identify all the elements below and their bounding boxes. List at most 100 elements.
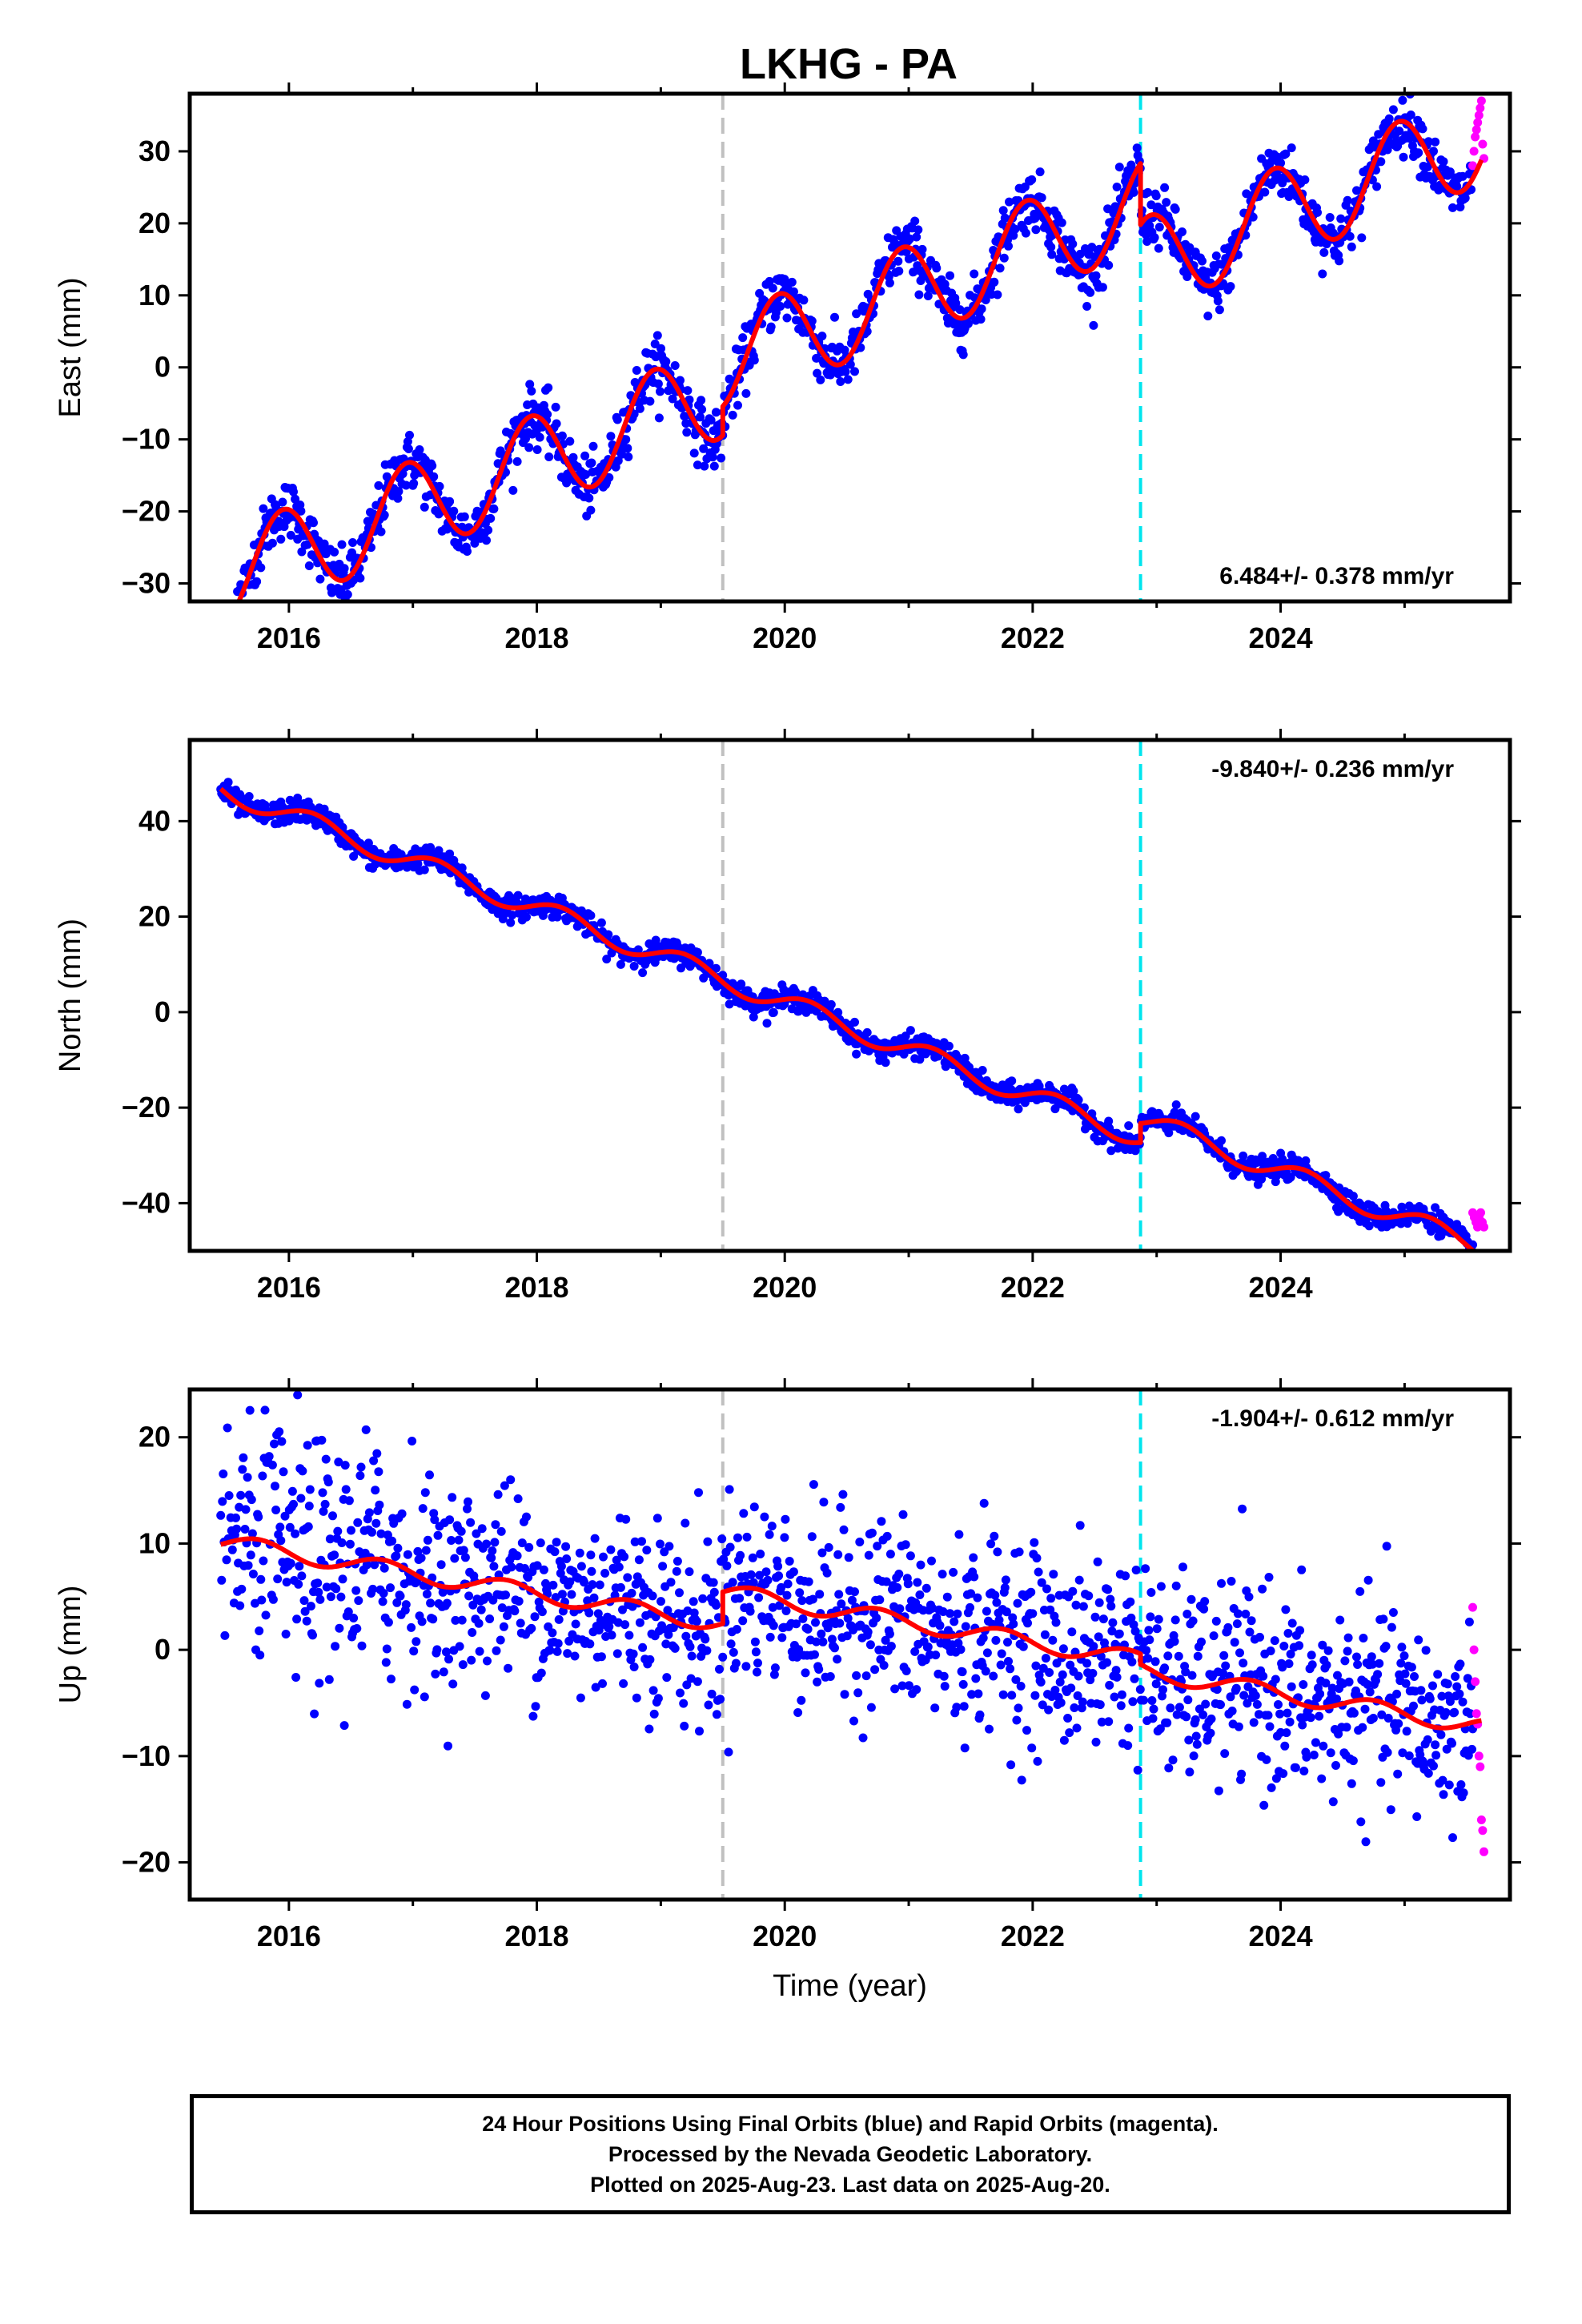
final-orbit-point [1207,1714,1216,1723]
final-orbit-point [1013,1598,1022,1608]
caption-line-3: Plotted on 2025-Aug-23. Last data on 202… [590,2173,1110,2197]
final-orbit-point [960,1743,970,1753]
final-orbit-point [815,1590,825,1599]
final-orbit-point [990,1590,1000,1600]
final-orbit-point [1199,1604,1209,1614]
final-orbit-point [692,1617,701,1626]
final-orbit-point [1227,1707,1237,1715]
final-orbit-point [670,361,680,370]
final-orbit-point [834,1590,844,1599]
final-orbit-point [227,607,236,616]
final-orbit-point [746,1570,756,1579]
final-orbit-point [1151,191,1161,201]
final-orbit-point [753,1667,761,1677]
final-orbit-point [845,360,855,369]
final-orbit-point [475,1647,484,1656]
final-orbit-point [1154,243,1163,253]
final-orbit-point [1245,1627,1255,1637]
final-orbit-point [1158,1691,1166,1701]
final-orbit-point [1221,1661,1231,1671]
final-orbit-point [877,1517,886,1526]
final-orbit-point [217,1575,227,1585]
final-orbit-point [364,1508,374,1518]
final-orbit-point [1333,1671,1342,1680]
final-orbit-point [651,935,661,945]
final-orbit-point [1168,1755,1178,1765]
final-orbit-point [996,1660,1006,1670]
final-orbit-point [556,1569,565,1578]
rapid-orbit-points [1468,96,1488,171]
final-orbit-point [1393,1769,1403,1779]
final-orbit-point [260,1405,270,1415]
final-orbit-point [1151,1679,1161,1689]
final-orbit-point [279,1467,288,1477]
final-orbit-point [840,1690,849,1699]
final-orbit-point [656,1597,665,1606]
final-orbit-point [1383,1714,1393,1723]
final-orbit-point [1003,1638,1012,1647]
final-orbit-point [1198,256,1207,266]
final-orbit-point [1007,1076,1017,1086]
final-orbit-point [606,432,616,441]
final-orbit-point [894,1570,904,1578]
final-orbit-point [1404,134,1414,143]
final-orbit-point [1367,1659,1377,1669]
final-orbit-point [977,304,986,314]
final-orbit-point [585,1639,595,1649]
final-orbit-point [1146,1588,1156,1597]
final-orbit-point [1239,1659,1248,1668]
final-orbit-point [513,891,523,900]
final-orbit-point [1384,114,1394,123]
final-orbit-point [1232,1619,1242,1629]
final-orbit-point [652,1514,662,1523]
final-orbit-point [693,1677,702,1687]
final-orbit-point [699,444,709,453]
final-orbit-point [527,1623,536,1633]
final-orbit-point [1227,1577,1236,1586]
final-orbit-point [442,1598,452,1608]
final-orbit-point [1219,1651,1229,1660]
final-orbit-point [1170,204,1180,214]
final-orbit-point [1150,1657,1160,1667]
final-orbit-point [1439,157,1448,167]
final-orbit-point [816,375,825,384]
final-orbit-point [768,1602,777,1612]
final-orbit-point [417,1617,427,1626]
final-orbit-point [1005,197,1014,207]
final-orbit-point [275,1427,284,1437]
final-orbit-point [428,1614,438,1624]
final-orbit-point [254,1512,263,1522]
final-orbit-point [830,312,839,322]
final-orbit-point [938,1570,947,1579]
final-orbit-point [1078,1697,1087,1707]
final-orbit-point [624,1630,634,1640]
final-orbit-point [1361,1837,1371,1847]
final-orbit-point [935,1621,945,1630]
final-orbit-point [709,1587,719,1597]
x-tick-label: 2018 [504,621,568,654]
final-orbit-point [220,625,229,634]
final-orbit-point [1094,1632,1103,1642]
final-orbit-point [336,1592,346,1602]
final-orbit-point [915,1055,925,1064]
final-orbit-point [292,1614,302,1624]
final-orbit-point [999,253,1009,263]
final-orbit-point [235,1502,244,1512]
final-orbit-point [852,1049,861,1059]
final-orbit-point [563,1649,572,1659]
final-orbit-point [1000,1583,1010,1593]
final-orbit-point [1074,1671,1083,1681]
final-orbit-point [1069,1086,1078,1096]
y-tick-label: 10 [139,279,171,312]
final-orbit-point [545,1646,555,1655]
final-orbit-point [594,1626,604,1634]
final-orbit-point [466,1518,476,1527]
final-orbit-point [1448,203,1457,212]
final-orbit-point [1402,1727,1411,1736]
final-orbit-point [1141,1564,1150,1574]
final-orbit-point [552,1647,562,1656]
y-tick-label: −20 [122,1846,171,1879]
final-orbit-point [1130,1674,1139,1683]
final-orbit-point [729,1647,738,1657]
final-orbit-point [1117,1690,1126,1699]
